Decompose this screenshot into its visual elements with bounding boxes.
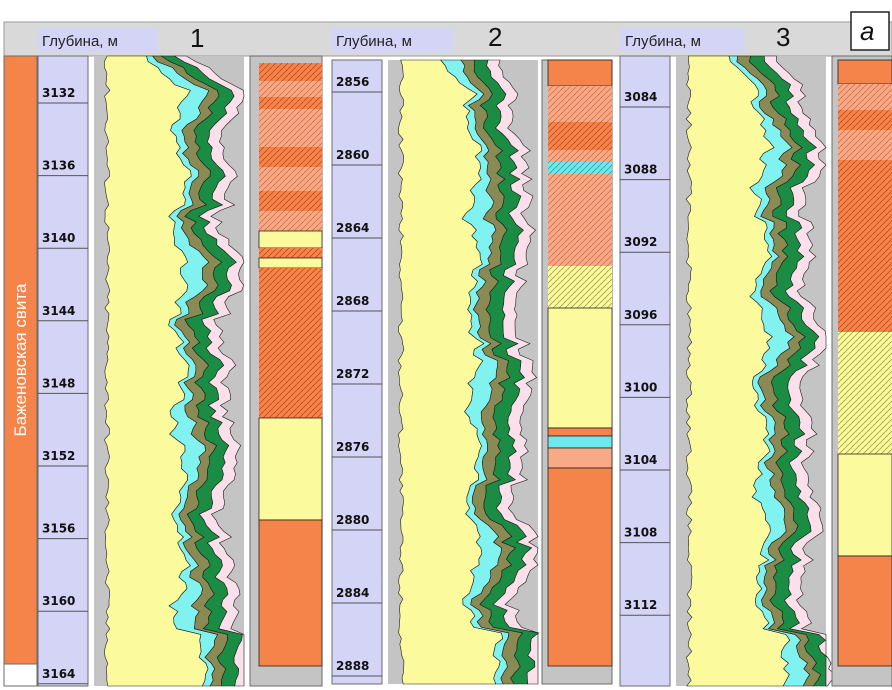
well-2-lith-layer	[548, 122, 612, 150]
formation-column	[3, 55, 38, 665]
well-3-lith-layer	[838, 160, 892, 332]
depth-tick-label: 3152	[42, 449, 75, 463]
curve-fill-band	[486, 59, 540, 685]
well-2-lith-layer	[548, 86, 612, 122]
depth-tick-label: 3156	[42, 522, 75, 536]
depth-tick-label: 2856	[336, 75, 369, 89]
well-3-lith-layer	[837, 555, 892, 667]
well-2-depth-track	[331, 59, 383, 685]
depth-tick-label: 2860	[336, 148, 369, 162]
depth-tick-label: 3084	[624, 90, 657, 104]
well-3-lith-layer	[837, 453, 892, 557]
depth-tick-label: 3132	[42, 86, 75, 100]
well-2-depth-header	[331, 28, 453, 52]
well-1-lith-layer	[259, 97, 322, 109]
panel-letter-box	[850, 11, 890, 51]
well-1-curve-fills	[103, 55, 245, 687]
depth-tick-label: 3164	[42, 667, 75, 681]
depth-tick-label: 3144	[42, 304, 75, 318]
depth-tick-label: 3088	[624, 163, 657, 177]
well-1-lith-layer	[259, 211, 322, 231]
depth-tick-label: 3092	[624, 235, 657, 249]
well-1-lith-layer	[259, 147, 322, 167]
depth-tick-label: 3148	[42, 376, 75, 390]
depth-tick-label: 3136	[42, 159, 75, 173]
well-2-lith-layer	[547, 435, 613, 449]
well-1-number: 1	[190, 23, 204, 53]
well-3-lith-layer	[838, 332, 892, 454]
well-1-lith-layer	[259, 191, 322, 211]
well-2-lith-layer	[548, 266, 612, 308]
well-3-depth-header	[620, 28, 744, 52]
well-2-number: 2	[488, 22, 502, 52]
well-2-lith-layer	[547, 447, 613, 469]
well-2: Глубина, м 2 2856 2860 2864 2868 2872 2876 288…	[331, 22, 613, 685]
depth-tick-label: 2884	[336, 586, 369, 600]
well-1-lith-layer	[258, 519, 323, 667]
depth-tick-label: 3112	[624, 598, 657, 612]
well-2-lith-layer	[548, 186, 612, 266]
well-1-lith-layer	[258, 230, 323, 249]
well-2-lith-layer	[547, 427, 613, 437]
depth-tick-label: 2872	[336, 367, 369, 381]
well-1-depth-track	[37, 55, 89, 687]
curve-fill-band	[173, 55, 245, 687]
formation-column-base	[3, 663, 38, 687]
depth-tick-label: 3140	[42, 231, 75, 245]
curve-fill-band	[763, 55, 836, 687]
well-1-lith-layer	[258, 417, 323, 521]
well-2-lith-layer	[548, 174, 612, 186]
well-3-curve-fills	[685, 55, 836, 687]
well-2-curve-fills	[397, 59, 540, 685]
formation-label: Баженовская свита	[11, 283, 30, 436]
well-3-depth-header-label: Глубина, м	[625, 33, 701, 50]
depth-tick-label: 2864	[336, 221, 369, 235]
well-1-lith-layer	[259, 81, 322, 97]
well-2-depth-header-label: Глубина, м	[336, 33, 412, 50]
well-2-lith-layer	[547, 467, 613, 667]
depth-tick-label: 3160	[42, 594, 75, 608]
well-1-lith-layer	[259, 167, 322, 191]
depth-tick-label: 3104	[624, 453, 657, 467]
depth-tick-label: 3108	[624, 526, 657, 540]
depth-tick-label: 2888	[336, 659, 369, 673]
well-1-lith-layer	[259, 63, 322, 81]
depth-tick-label: 2868	[336, 294, 369, 308]
depth-tick-label: 2880	[336, 513, 369, 527]
well-2-lith-layer	[548, 162, 612, 174]
well-1-depth-header	[38, 28, 158, 52]
well-1-lith-layer	[259, 268, 322, 418]
depth-tick-label: 3100	[624, 380, 657, 394]
well-3-depth-track	[619, 55, 671, 687]
well-3-number: 3	[776, 22, 790, 52]
well-1-lith-layer	[259, 248, 322, 258]
well-3-lith-layer	[838, 84, 892, 110]
well-2-lith-layer	[547, 59, 613, 87]
well-3-lith-layer	[838, 110, 892, 130]
depth-tick-label: 2876	[336, 440, 369, 454]
panel-letter: а	[860, 16, 874, 46]
well-3-lith-layer	[837, 59, 892, 85]
well-3: Глубина, м 3 3084 3088 3092 3096 3100 3104 310…	[619, 22, 892, 687]
depth-tick-label: 3096	[624, 308, 657, 322]
well-1-depth-header-label: Глубина, м	[42, 33, 118, 50]
well-2-lith-layer	[548, 150, 612, 162]
well-1: Глубина, м 1 3132 3136 3140 3144 3148 3152 315…	[37, 23, 323, 687]
well-1-lith-layer	[258, 257, 323, 269]
well-3-lith-layer	[838, 130, 892, 160]
well-1-lith-layer	[259, 109, 322, 147]
well-2-lith-layer	[547, 307, 613, 429]
